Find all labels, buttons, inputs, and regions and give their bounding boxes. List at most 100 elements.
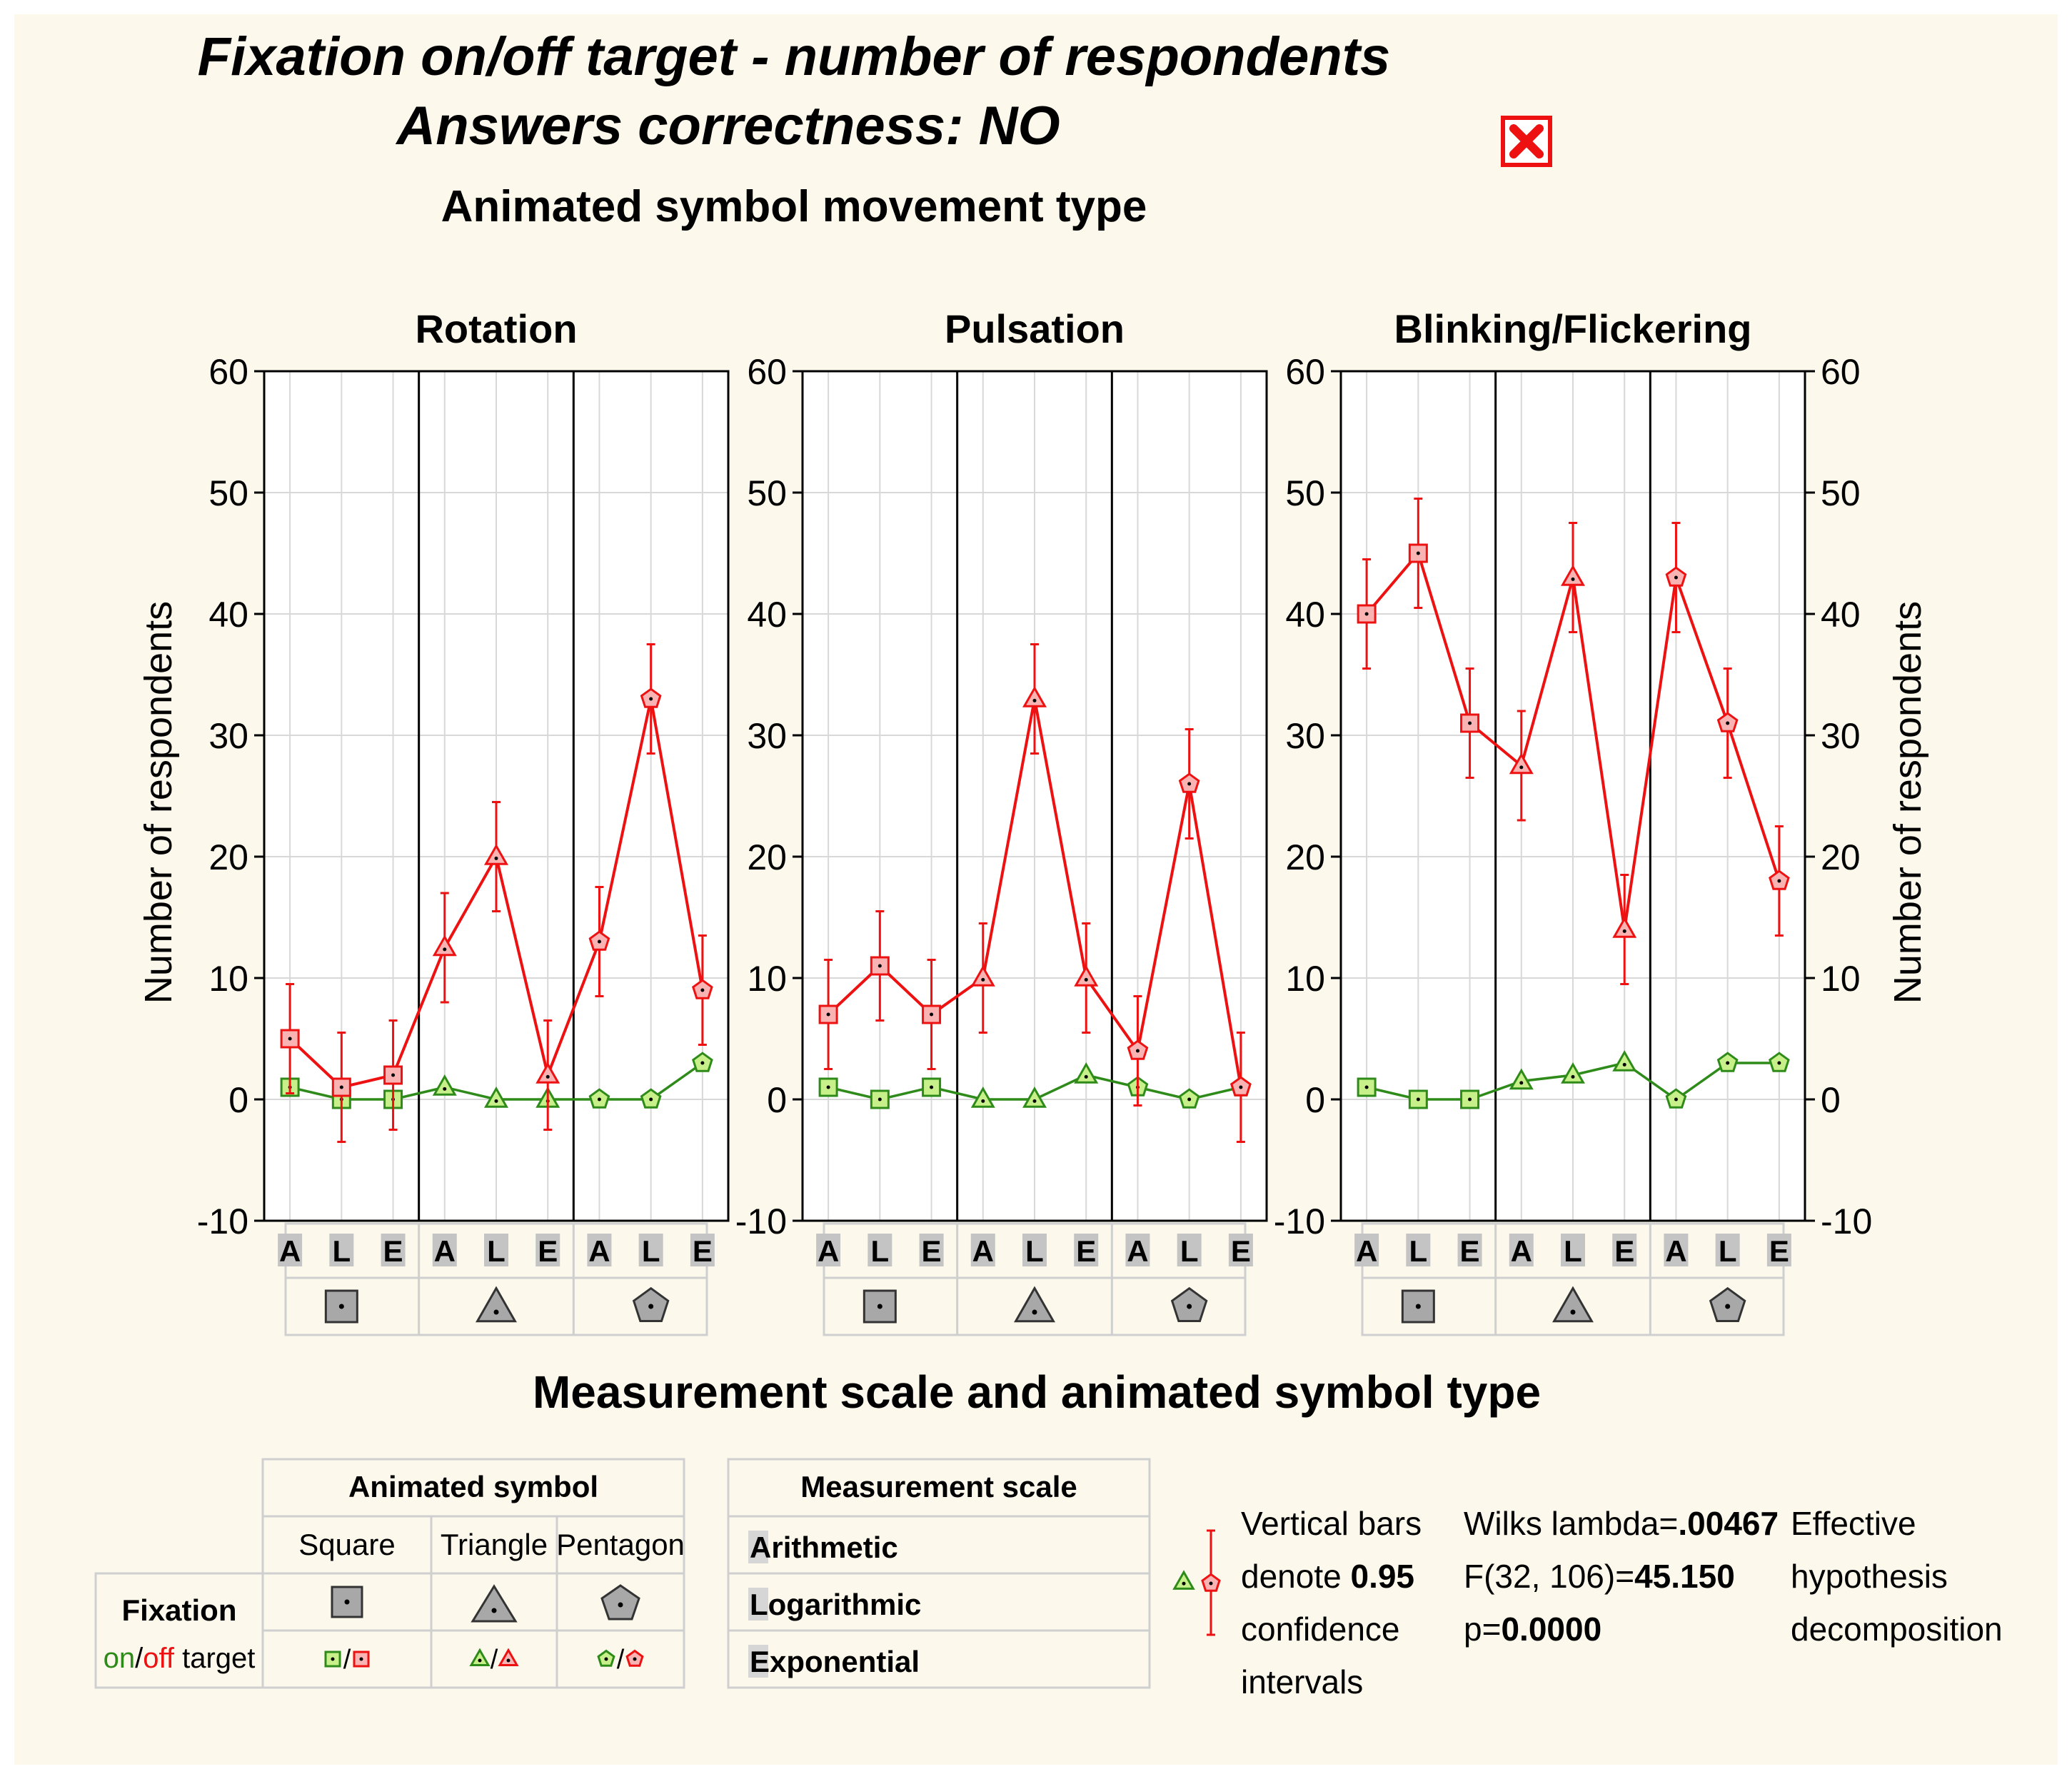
data-point — [818, 1004, 838, 1024]
plot-frame — [1339, 370, 1806, 1222]
ci-line-1: Vertical bars — [1241, 1505, 1422, 1542]
category-chip — [1715, 1234, 1740, 1266]
data-point — [1665, 566, 1687, 587]
x-tick-label: A — [1356, 1234, 1377, 1268]
data-point — [1408, 543, 1428, 563]
x-tick-label: L — [871, 1234, 890, 1268]
y-tick-label: 50 — [208, 473, 248, 513]
legend: Animated symbol Square Triangle Pentagon… — [94, 1458, 2003, 1700]
plot-frame — [801, 370, 1268, 1222]
y-tick-label-right: 20 — [1821, 837, 1861, 877]
legend-triangle-on-icon — [469, 1648, 491, 1666]
symbol-square-icon — [324, 1289, 358, 1324]
data-point — [1665, 1088, 1687, 1109]
category-chip — [867, 1234, 892, 1266]
ci-line-3: confidence — [1241, 1611, 1400, 1648]
legend-square-off-icon — [353, 1651, 370, 1668]
x-tick-label: E — [1769, 1234, 1789, 1268]
x-tick-label: L — [642, 1234, 660, 1268]
category-chip — [1561, 1234, 1585, 1266]
data-point — [1178, 772, 1200, 793]
data-point — [535, 1062, 560, 1084]
symbol-pentagon-icon — [1709, 1286, 1746, 1322]
stat-p-label: p= — [1464, 1611, 1501, 1648]
category-chip — [535, 1234, 560, 1266]
y-tick-label: 30 — [747, 716, 787, 756]
y-tick-label: -10 — [735, 1201, 787, 1241]
data-point — [280, 1029, 300, 1049]
scale-exponential-rest: xponential — [770, 1645, 920, 1678]
x-axis-label: Measurement scale and animated symbol ty… — [533, 1366, 1541, 1418]
legend-marker-pairs — [324, 1648, 644, 1668]
category-chip — [484, 1234, 508, 1266]
x-tick-label: E — [1231, 1234, 1251, 1268]
y-tick-label: 40 — [747, 595, 787, 635]
category-chip — [919, 1234, 944, 1266]
category-chip — [816, 1234, 841, 1266]
y-tick-label: 20 — [747, 837, 787, 877]
data-point — [692, 1052, 713, 1072]
data-point — [1509, 752, 1534, 775]
data-point — [692, 979, 713, 999]
category-chip — [381, 1234, 406, 1266]
y-tick-label: 0 — [228, 1080, 248, 1120]
category-chip — [970, 1234, 995, 1266]
series-off-target — [818, 643, 1252, 1143]
y-tick-label: 10 — [1285, 959, 1325, 999]
data-point — [1509, 1068, 1534, 1090]
data-point — [1127, 1039, 1149, 1060]
legend-pentagon-on-icon — [597, 1649, 615, 1667]
symbol-triangle-icon — [1552, 1286, 1594, 1323]
category-chip — [1664, 1234, 1689, 1266]
x-tick-label: A — [1511, 1234, 1532, 1268]
x-tick-label: A — [434, 1234, 456, 1268]
stat-p-value: 0.0000 — [1501, 1611, 1601, 1648]
category-chip — [638, 1234, 663, 1266]
ci-line-2: denote 0.95 — [1241, 1558, 1414, 1595]
x-tick-label: E — [383, 1234, 403, 1268]
legend-square-on-icon — [324, 1651, 341, 1668]
data-point — [383, 1065, 403, 1085]
on-off-target-label: on/off target — [104, 1643, 256, 1674]
fixation-label: Fixation — [121, 1593, 236, 1627]
category-chip — [1406, 1234, 1431, 1266]
slash-pentagon: / — [617, 1645, 625, 1675]
y-tick-label: 60 — [208, 352, 248, 392]
category-chip — [690, 1234, 715, 1266]
series-on-target — [1357, 1049, 1790, 1109]
x-tick-label: A — [972, 1234, 994, 1268]
stat-f-label: F(32, 106)= — [1464, 1558, 1634, 1595]
symbol-pentagon-icon — [632, 1286, 670, 1322]
data-point — [1074, 1062, 1099, 1084]
data-point — [432, 1074, 457, 1096]
data-point — [1022, 1086, 1047, 1108]
y-tick-label-right: 0 — [1821, 1080, 1841, 1120]
x-tick-label: L — [1025, 1234, 1044, 1268]
incorrect-answer-icon — [1501, 116, 1552, 167]
data-point — [1178, 1088, 1200, 1109]
y-tick-label-right: 30 — [1821, 716, 1861, 756]
symbol-name-square: Square — [298, 1528, 395, 1561]
scale-arithmetic: Arithmetic — [750, 1531, 898, 1564]
data-point — [588, 930, 610, 951]
category-chip — [329, 1234, 354, 1266]
x-tick-label: E — [1614, 1234, 1634, 1268]
data-point — [970, 964, 995, 987]
x-tick-label: L — [1409, 1234, 1428, 1268]
series-on-target — [280, 1052, 713, 1109]
stat-f: F(32, 106)=45.150 — [1464, 1558, 1735, 1595]
category-chip — [1509, 1234, 1534, 1266]
y-tick-label: 60 — [1285, 352, 1325, 392]
category-chip — [587, 1234, 612, 1266]
y-tick-label-right: 50 — [1821, 473, 1861, 513]
y-tick-label: 20 — [208, 837, 248, 877]
y-tick-label: -10 — [1274, 1201, 1325, 1241]
panel-title: Blinking/Flickering — [1394, 306, 1752, 351]
y-tick-label: 30 — [208, 716, 248, 756]
data-point — [484, 843, 508, 865]
panel-blinking-flickering: Blinking/Flickering -10 0 10 20 30 40 50 60 -10 0 1… — [1274, 306, 1872, 1336]
